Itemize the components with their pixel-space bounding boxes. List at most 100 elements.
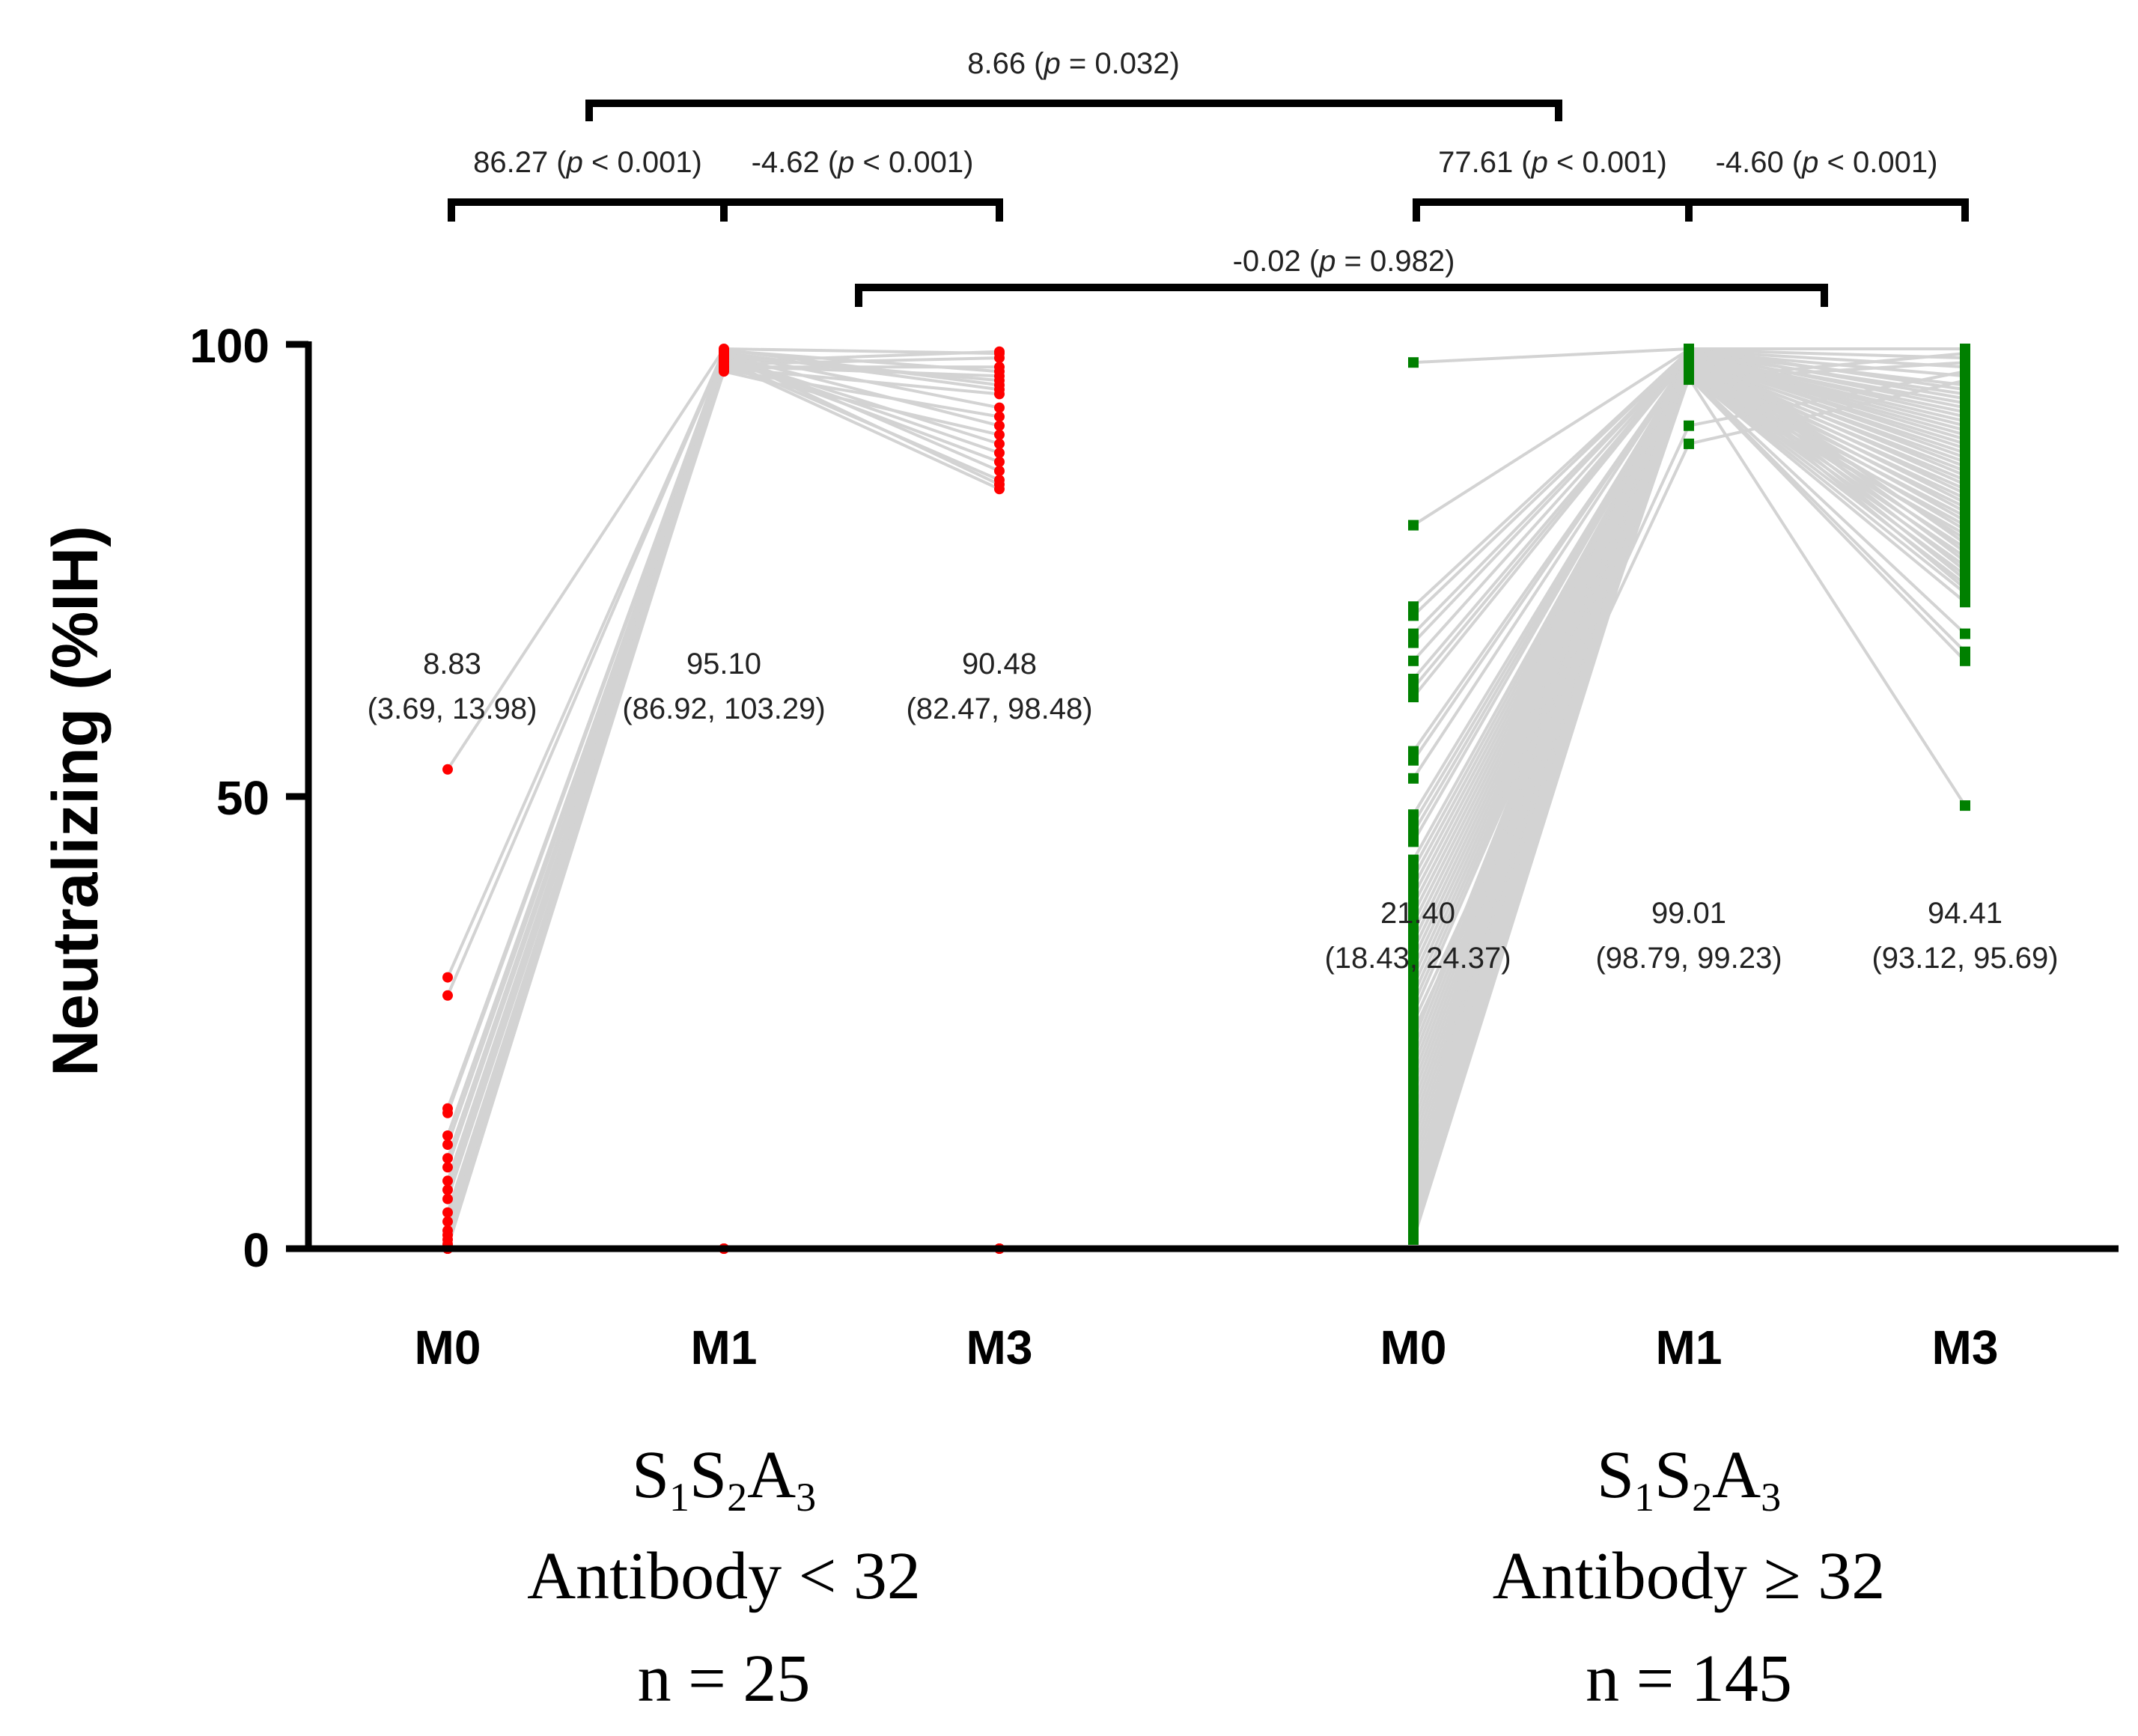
data-point-low-m3-17 xyxy=(994,362,1005,373)
data-point-high-m0-6 xyxy=(1408,655,1419,666)
data-point-high-m0-34 xyxy=(1408,1008,1419,1019)
data-point-low-m0-8 xyxy=(442,1162,453,1173)
data-point-low-m0-5 xyxy=(442,1130,453,1141)
group-low-antibody: Antibody < 32 xyxy=(527,1539,921,1613)
data-point-low-m3-6 xyxy=(994,457,1005,467)
subject-line-low-6 xyxy=(446,356,1000,1145)
data-point-high-m0-43 xyxy=(1408,1089,1419,1100)
group-low-n: n = 25 xyxy=(638,1642,811,1716)
x-tick-low-m0: M0 xyxy=(415,1321,481,1374)
data-point-high-m0-24 xyxy=(1408,918,1419,929)
data-point-high-m0-9 xyxy=(1408,692,1419,703)
data-point-high-m0-40 xyxy=(1408,1062,1419,1073)
data-point-high-m3-48 xyxy=(1960,484,1970,495)
data-point-high-m0-8 xyxy=(1408,683,1419,693)
data-point-high-m0-21 xyxy=(1408,890,1419,901)
subject-line-low-15 xyxy=(446,349,1000,1236)
data-point-high-m0-58 xyxy=(1408,1225,1419,1236)
y-tick-label-0: 0 xyxy=(243,1223,269,1277)
data-point-high-m0-55 xyxy=(1408,1198,1419,1209)
bracket-low-m1-m3 xyxy=(724,198,1003,222)
data-point-high-m0-18 xyxy=(1408,863,1419,874)
data-point-high-m3-43 xyxy=(1960,438,1970,449)
data-point-high-m0-1 xyxy=(1408,520,1419,531)
stat-ci-low-m1: (86.92, 103.29) xyxy=(622,692,825,725)
comparison-low-m1-m3-label: -4.62 (p < 0.001) xyxy=(752,146,974,179)
data-point-low-m3-4 xyxy=(994,420,1005,431)
subject-line-low-14 xyxy=(446,356,1000,1231)
data-point-high-m0-38 xyxy=(1408,1044,1419,1056)
data-point-high-m3-54 xyxy=(1960,537,1970,549)
data-point-high-m0-59 xyxy=(1408,1234,1419,1245)
data-point-high-m0-14 xyxy=(1408,818,1419,829)
subject-line-low-19 xyxy=(446,348,1000,1248)
stat-mean-low-m3: 90.48 xyxy=(962,648,1037,680)
bracket-mid xyxy=(855,284,1828,307)
subject-line-low-3 xyxy=(446,351,1000,1109)
group-high-antibody: Antibody ≥ 32 xyxy=(1493,1539,1885,1613)
data-point-high-m1-53 xyxy=(1684,372,1694,383)
data-point-low-m3-15 xyxy=(994,466,1005,477)
data-point-high-m3-29 xyxy=(1960,628,1970,639)
stat-ci-high-m3: (93.12, 95.69) xyxy=(1871,942,2058,975)
data-point-high-m0-17 xyxy=(1408,854,1419,865)
data-point-high-m0-52 xyxy=(1408,1171,1419,1182)
bracket-top xyxy=(585,100,1562,121)
stat-ci-low-m3: (82.47, 98.48) xyxy=(906,692,1092,725)
data-point-high-m0-27 xyxy=(1408,945,1419,956)
comparison-top-label: 8.66 (p = 0.032) xyxy=(967,47,1180,80)
data-point-high-m0-50 xyxy=(1408,1153,1419,1164)
data-point-low-m3-12 xyxy=(994,411,1005,422)
y-axis-label: Neutralizing (%IH) xyxy=(40,526,112,1076)
stat-ci-high-m1: (98.79, 99.23) xyxy=(1595,942,1782,975)
data-point-high-m0-56 xyxy=(1408,1207,1419,1218)
data-point-high-m3-36 xyxy=(1960,375,1970,386)
data-point-high-m0-29 xyxy=(1408,963,1419,974)
data-point-high-m0-57 xyxy=(1408,1216,1419,1227)
data-point-low-m0-12 xyxy=(442,1207,453,1218)
data-point-low-m1-20 xyxy=(719,350,729,362)
data-point-high-m0-32 xyxy=(1408,990,1419,1001)
data-point-high-m3-39 xyxy=(1960,402,1970,413)
data-point-low-m3-20 xyxy=(994,375,1005,386)
subject-line-low-4 xyxy=(446,353,1000,1114)
data-point-high-m0-3 xyxy=(1408,610,1419,621)
data-point-high-m0-22 xyxy=(1408,900,1419,910)
data-point-high-m0-2 xyxy=(1408,601,1419,612)
data-point-low-m0-9 xyxy=(442,1175,453,1187)
x-tick-low-m3: M3 xyxy=(966,1321,1033,1374)
data-point-high-m0-48 xyxy=(1408,1135,1419,1145)
data-point-high-m1-59 xyxy=(1684,353,1694,365)
stat-mean-low-m1: 95.10 xyxy=(686,648,761,680)
bracket-high-m0-m1 xyxy=(1413,198,1693,222)
data-point-high-m0-42 xyxy=(1408,1080,1419,1091)
data-point-high-m0-10 xyxy=(1408,746,1419,757)
data-point-low-m0-6 xyxy=(442,1139,453,1151)
data-point-high-m3-38 xyxy=(1960,393,1970,404)
subject-line-high-43 xyxy=(1412,358,1966,1096)
data-point-high-m3-45 xyxy=(1960,457,1970,467)
x-tick-high-m3: M3 xyxy=(1932,1321,1999,1374)
data-point-high-m0-15 xyxy=(1408,827,1419,838)
data-point-high-m3-40 xyxy=(1960,411,1970,422)
data-point-high-m3-57 xyxy=(1960,565,1970,576)
data-point-high-m0-36 xyxy=(1408,1026,1419,1038)
y-tick-label-50: 50 xyxy=(216,771,269,825)
data-point-high-m0-23 xyxy=(1408,909,1419,919)
stat-mean-high-m3: 94.41 xyxy=(1928,897,2003,930)
data-point-high-m0-46 xyxy=(1408,1116,1419,1127)
subject-line-low-8 xyxy=(446,360,1000,1168)
data-point-high-m0-19 xyxy=(1408,872,1419,883)
data-point-high-m0-54 xyxy=(1408,1189,1419,1200)
data-point-low-m3-16 xyxy=(994,479,1005,490)
data-point-high-m3-33 xyxy=(1960,348,1970,359)
data-point-high-m3-31 xyxy=(1960,655,1970,666)
data-point-low-m3-18 xyxy=(994,346,1005,357)
data-point-high-m3-47 xyxy=(1960,475,1970,486)
data-point-high-m3-44 xyxy=(1960,448,1970,458)
comparison-low-m0-m1-label: 86.27 (p < 0.001) xyxy=(473,146,702,179)
data-point-low-m3-11 xyxy=(994,389,1005,400)
paired-lines-layer xyxy=(446,347,1967,1250)
data-point-low-m0-7 xyxy=(442,1153,453,1164)
